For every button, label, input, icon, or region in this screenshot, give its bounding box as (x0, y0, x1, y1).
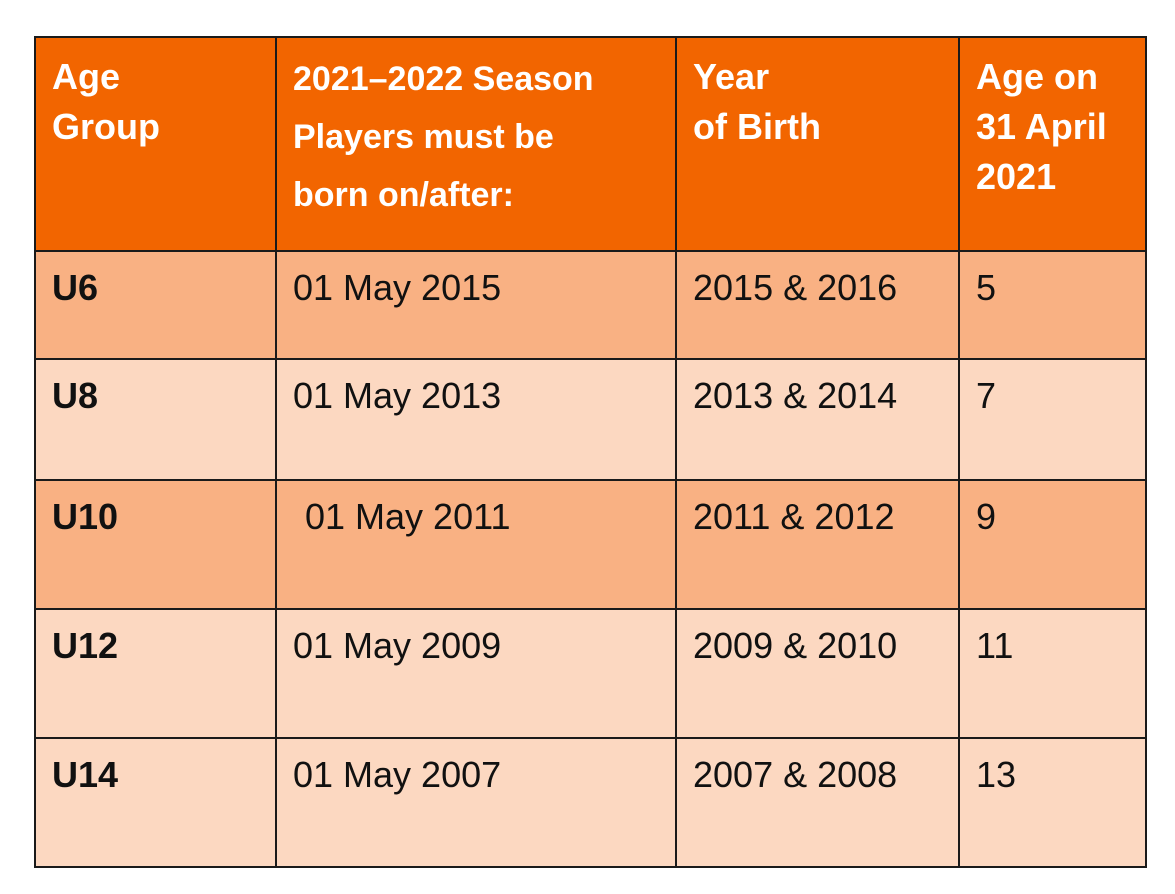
table-row: U10 01 May 2011 2011 & 2012 9 (34, 479, 1147, 610)
table-row: U14 01 May 2007 2007 & 2008 13 (34, 737, 1147, 868)
table-row: U6 01 May 2015 2015 & 2016 5 (34, 250, 1147, 360)
header-season-born-after: 2021–2022 Season Players must be born on… (275, 36, 677, 252)
cell-age-group: U10 (34, 479, 277, 610)
table-body: U6 01 May 2015 2015 & 2016 5 U8 01 May 2… (34, 250, 1147, 868)
cell-born-after: 01 May 2007 (275, 737, 677, 868)
cell-age-group: U6 (34, 250, 277, 360)
cell-age-group: U12 (34, 608, 277, 739)
cell-age-group: U14 (34, 737, 277, 868)
cell-age: 5 (958, 250, 1147, 360)
header-season-line: 2021–2022 Season (293, 60, 594, 98)
cell-age-group: U8 (34, 358, 277, 481)
header-age-group: Age Group (34, 36, 277, 252)
cell-age: 13 (958, 737, 1147, 868)
header-row: Age Group 2021–2022 Season Players must … (34, 36, 1147, 252)
header-age-on-date: Age on 31 April 2021 (958, 36, 1147, 252)
cell-age: 9 (958, 479, 1147, 610)
age-group-table: Age Group 2021–2022 Season Players must … (34, 36, 1147, 868)
cell-year-of-birth: 2015 & 2016 (675, 250, 960, 360)
cell-year-of-birth: 2011 & 2012 (675, 479, 960, 610)
header-age-line: 2021 (976, 156, 1057, 197)
cell-age: 7 (958, 358, 1147, 481)
header-year-line: Year (693, 56, 770, 97)
header-season-line: Players must be (293, 118, 554, 156)
header-age-line: Age on (976, 56, 1098, 97)
cell-year-of-birth: 2007 & 2008 (675, 737, 960, 868)
cell-year-of-birth: 2013 & 2014 (675, 358, 960, 481)
table-row: U12 01 May 2009 2009 & 2010 11 (34, 608, 1147, 739)
header-year-of-birth: Year of Birth (675, 36, 960, 252)
header-year-line: of Birth (693, 106, 821, 147)
header-age-group-line: Age (52, 56, 121, 97)
cell-age: 11 (958, 608, 1147, 739)
table-header: Age Group 2021–2022 Season Players must … (34, 36, 1147, 252)
table-row: U8 01 May 2013 2013 & 2014 7 (34, 358, 1147, 481)
cell-born-after: 01 May 2013 (275, 358, 677, 481)
cell-born-after: 01 May 2011 (275, 479, 677, 610)
cell-born-after: 01 May 2015 (275, 250, 677, 360)
header-age-group-line: Group (52, 106, 160, 147)
header-season-line: born on/after: (293, 176, 514, 214)
header-age-line: 31 April (976, 106, 1107, 147)
cell-year-of-birth: 2009 & 2010 (675, 608, 960, 739)
cell-born-after: 01 May 2009 (275, 608, 677, 739)
